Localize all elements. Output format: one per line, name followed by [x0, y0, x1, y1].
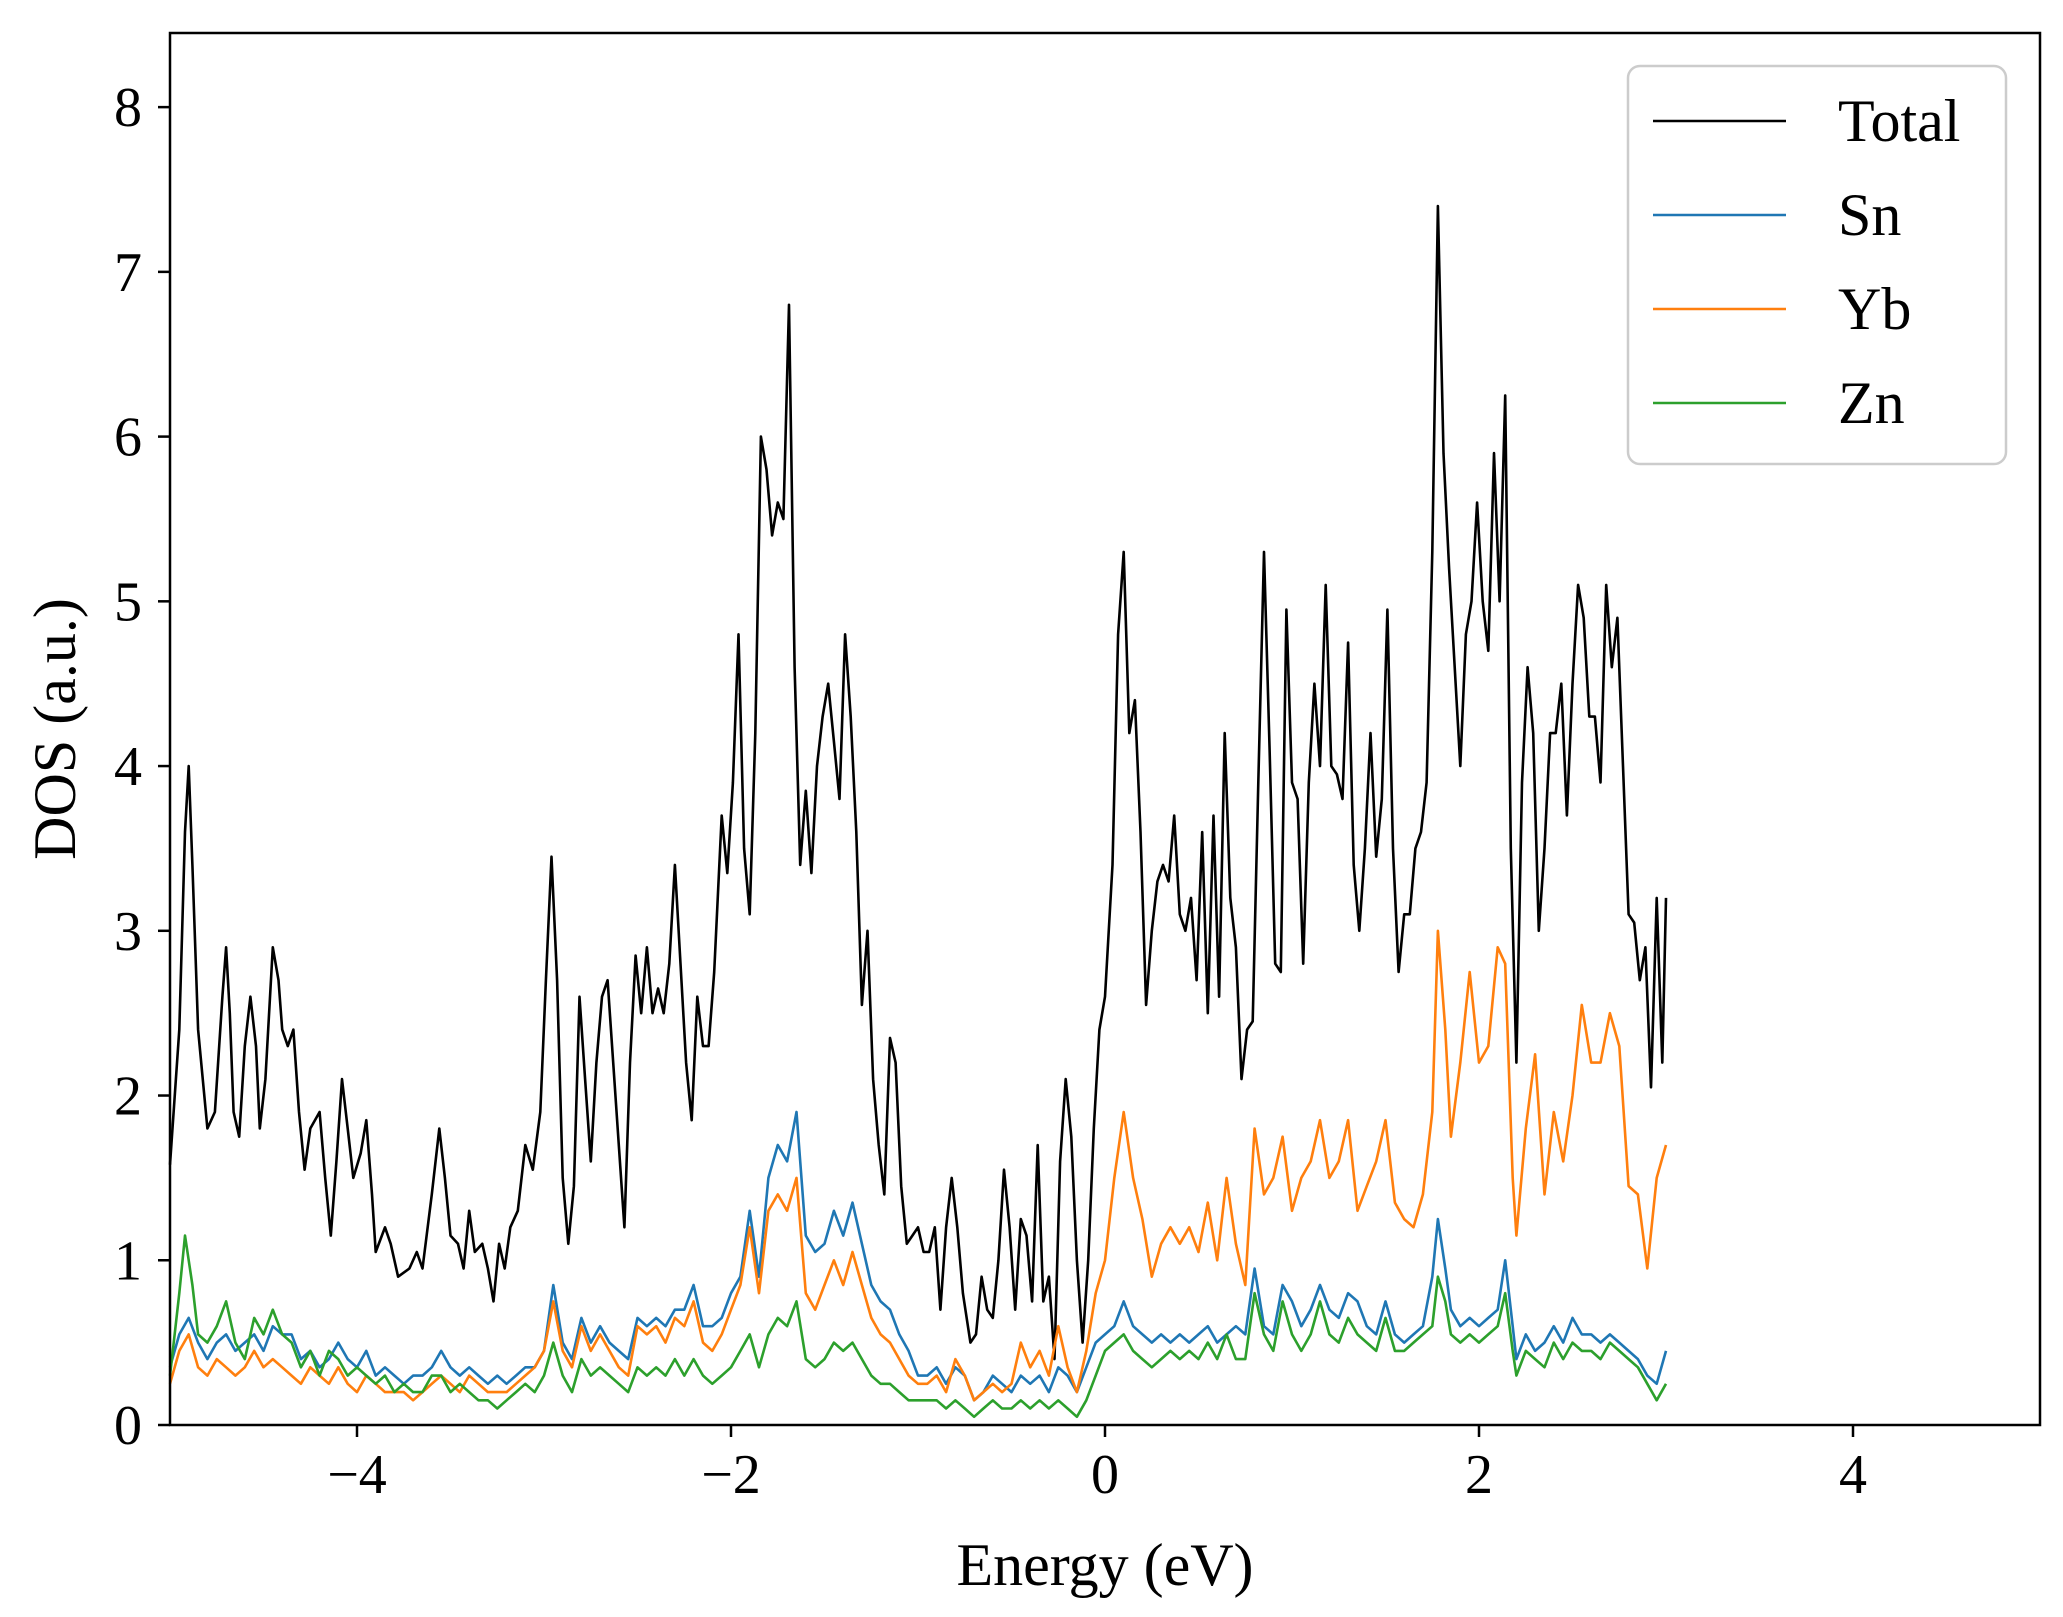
x-tick-label: 4 [1839, 1444, 1867, 1506]
series-line-yb [168, 929, 1668, 1402]
series-layer [168, 204, 1668, 1419]
y-tick-label: 8 [114, 77, 142, 139]
series-line-total [168, 204, 1668, 1361]
legend-label-zn: Zn [1838, 370, 1905, 436]
series-line-sn [168, 1110, 1668, 1402]
y-tick-label: 4 [114, 736, 142, 798]
y-tick-label: 5 [114, 571, 142, 633]
y-axis: 0 1 2 3 4 5 6 7 8 [114, 77, 170, 1457]
y-tick-label: 3 [114, 901, 142, 963]
legend-label-sn: Sn [1838, 182, 1901, 248]
legend-label-total: Total [1838, 88, 1960, 154]
x-tick-label: −4 [327, 1444, 387, 1506]
x-axis: −4 −2 0 2 4 [327, 1425, 1867, 1506]
x-tick-label: 2 [1465, 1444, 1493, 1506]
y-tick-label: 7 [114, 242, 142, 304]
y-tick-label: 6 [114, 407, 142, 469]
x-axis-label: Energy (eV) [956, 1532, 1253, 1598]
y-tick-label: 1 [114, 1230, 142, 1292]
y-axis-label: DOS (a.u.) [22, 598, 88, 860]
y-tick-label: 0 [114, 1395, 142, 1457]
legend: Total Sn Yb Zn [1626, 64, 2008, 466]
y-tick-label: 2 [114, 1066, 142, 1128]
legend-label-yb: Yb [1838, 276, 1911, 342]
legend-box [1626, 64, 2008, 466]
x-tick-label: 0 [1091, 1444, 1119, 1506]
x-tick-label: −2 [701, 1444, 761, 1506]
series-line-zn [168, 1234, 1668, 1419]
